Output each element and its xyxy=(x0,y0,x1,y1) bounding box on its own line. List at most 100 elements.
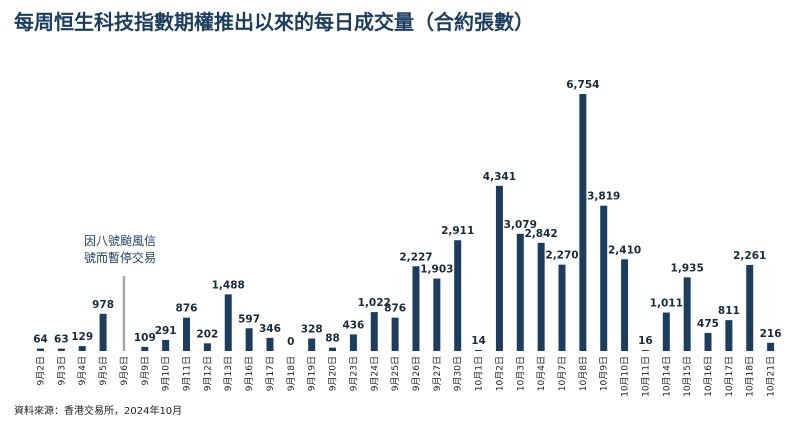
value-label-9月12日: 202 xyxy=(196,328,218,340)
x-tick-10月1日: 10月1日 xyxy=(474,356,485,391)
x-tick-9月24日: 9月24日 xyxy=(369,356,380,391)
bar-9月4日 xyxy=(78,346,86,351)
x-tick-10月17日: 10月17日 xyxy=(724,356,735,397)
value-label-9月10日: 291 xyxy=(155,325,177,337)
value-label-10月17日: 811 xyxy=(718,305,740,317)
x-tick-10月21日: 10月21日 xyxy=(766,356,777,397)
x-tick-9月26日: 9月26日 xyxy=(411,356,422,391)
bar-10月15日 xyxy=(683,277,691,351)
x-tick-10月15日: 10月15日 xyxy=(682,356,693,397)
value-label-9月16日: 597 xyxy=(238,313,260,325)
bar-10月18日 xyxy=(746,264,754,351)
x-tick-9月4日: 9月4日 xyxy=(77,356,88,385)
x-tick-9月9日: 9月9日 xyxy=(140,356,151,385)
x-tick-9月12日: 9月12日 xyxy=(202,356,213,391)
x-tick-10月18日: 10月18日 xyxy=(745,356,756,397)
value-label-9月25日: 876 xyxy=(384,303,406,315)
bar-10月16日 xyxy=(704,332,712,351)
chart-title: 每周恒生科技指數期權推出以來的每日成交量（合約張數） xyxy=(14,10,534,34)
value-label-10月14日: 1,011 xyxy=(650,298,683,310)
value-label-10月8日: 6,754 xyxy=(566,79,599,91)
x-tick-9月18日: 9月18日 xyxy=(286,356,297,391)
value-label-9月27日: 1,903 xyxy=(420,264,453,276)
x-tick-9月19日: 9月19日 xyxy=(307,356,318,391)
x-tick-10月4日: 10月4日 xyxy=(536,356,547,391)
value-label-9月19日: 328 xyxy=(301,324,323,336)
value-label-9月3日: 63 xyxy=(54,334,69,346)
x-tick-10月9日: 10月9日 xyxy=(599,356,610,391)
value-label-10月15日: 1,935 xyxy=(671,262,704,274)
bar-9月24日 xyxy=(370,312,378,351)
bar-9月25日 xyxy=(391,317,399,351)
x-tick-10月7日: 10月7日 xyxy=(557,356,568,391)
bar-9月23日 xyxy=(349,334,357,351)
value-label-9月17日: 346 xyxy=(259,323,281,335)
x-tick-9月16日: 9月16日 xyxy=(244,356,255,391)
bar-10月17日 xyxy=(725,320,733,351)
bar-9月11日 xyxy=(183,317,191,351)
x-tick-9月27日: 9月27日 xyxy=(432,356,443,391)
bar-9月2日 xyxy=(37,348,44,351)
annotation-line-2: 號而暫停交易 xyxy=(84,251,157,265)
bar-10月11日 xyxy=(641,350,649,351)
x-tick-10月3日: 10月3日 xyxy=(515,356,526,391)
bar-10月10日 xyxy=(621,259,629,351)
x-tick-9月17日: 9月17日 xyxy=(265,356,276,391)
x-tick-9月10日: 9月10日 xyxy=(161,356,172,391)
value-label-9月4日: 129 xyxy=(71,331,93,343)
bar-10月14日 xyxy=(662,312,670,351)
value-label-10月11日: 16 xyxy=(638,335,653,347)
suspension-annotation: 因八號颱風信 號而暫停交易 xyxy=(84,233,156,267)
bar-10月21日 xyxy=(767,342,775,351)
x-tick-9月11日: 9月11日 xyxy=(182,356,193,391)
annotation-line-1: 因八號颱風信 xyxy=(84,234,157,248)
value-label-10月3日: 3,079 xyxy=(504,219,537,231)
value-label-10月18日: 2,261 xyxy=(733,250,766,262)
x-tick-10月16日: 10月16日 xyxy=(703,356,714,397)
bar-9月26日 xyxy=(412,266,420,351)
value-label-9月13日: 1,488 xyxy=(212,279,245,291)
bar-9月19日 xyxy=(308,338,316,351)
value-label-10月16日: 475 xyxy=(697,318,719,330)
bar-10月8日 xyxy=(579,94,587,351)
x-tick-9月3日: 9月3日 xyxy=(56,356,67,385)
value-label-9月23日: 436 xyxy=(342,319,364,331)
bar-9月5日 xyxy=(99,313,107,351)
bar-10月1日 xyxy=(475,350,483,351)
value-label-9月5日: 978 xyxy=(92,299,114,311)
bar-9月16日 xyxy=(245,328,253,351)
value-label-9月9日: 109 xyxy=(134,332,156,344)
value-label-10月2日: 4,341 xyxy=(483,171,516,183)
x-tick-10月11日: 10月11日 xyxy=(640,356,651,397)
bar-10月3日 xyxy=(516,233,524,351)
bar-9月20日 xyxy=(329,347,337,351)
bar-9月3日 xyxy=(57,348,65,351)
bar-9月9日 xyxy=(141,346,149,351)
value-label-9月30日: 2,911 xyxy=(441,225,474,237)
value-label-9月18日: 0 xyxy=(287,336,294,348)
value-label-10月10日: 2,410 xyxy=(608,244,641,256)
x-tick-9月5日: 9月5日 xyxy=(98,356,109,385)
bar-10月2日 xyxy=(495,185,503,351)
value-label-10月4日: 2,842 xyxy=(525,228,558,240)
bar-10月7日 xyxy=(558,264,566,351)
x-tick-10月8日: 10月8日 xyxy=(578,356,589,391)
value-label-9月24日: 1,022 xyxy=(358,297,391,309)
bar-9月27日 xyxy=(433,278,441,351)
value-label-10月9日: 3,819 xyxy=(587,191,620,203)
bar-9月30日 xyxy=(454,240,462,351)
bar-9月17日 xyxy=(266,337,274,351)
x-tick-9月30日: 9月30日 xyxy=(453,356,464,391)
x-tick-9月13日: 9月13日 xyxy=(223,356,234,391)
x-tick-10月14日: 10月14日 xyxy=(661,356,672,397)
x-tick-9月25日: 9月25日 xyxy=(390,356,401,391)
bar-10月9日 xyxy=(600,205,608,351)
value-label-9月11日: 876 xyxy=(176,303,198,315)
x-tick-10月10日: 10月10日 xyxy=(620,356,631,397)
value-label-9月2日: 64 xyxy=(33,334,48,346)
bar-9月13日 xyxy=(224,294,232,351)
value-label-10月21日: 216 xyxy=(760,328,782,340)
bar-10月4日 xyxy=(537,242,545,351)
source-note: 資料來源：香港交易所，2024年10月 xyxy=(14,406,183,417)
value-label-10月1日: 14 xyxy=(471,335,486,347)
